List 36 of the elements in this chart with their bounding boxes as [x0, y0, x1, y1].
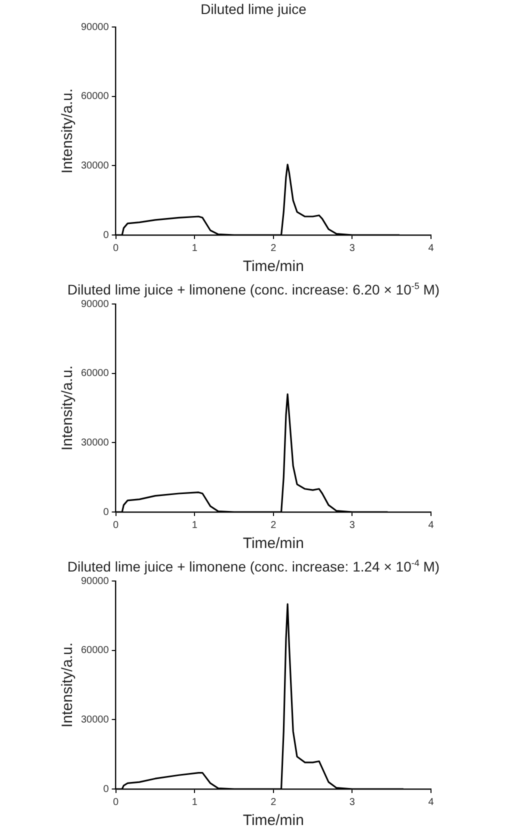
- y-tick-label: 90000: [80, 298, 110, 310]
- x-tick-label: 1: [192, 520, 198, 531]
- y-tick-label: 0: [103, 506, 110, 518]
- chart-title: Diluted lime juice: [200, 0, 308, 18]
- y-tick-label: 60000: [80, 645, 110, 656]
- chart-title: Diluted lime juice + limonene (conc. increase: 6.20 × 10$^{-5}$ M): [66, 280, 441, 298]
- x-axis-title: Time/min: [242, 258, 304, 276]
- y-tick-label: 30000: [80, 714, 110, 726]
- x-axis-title: Time/min: [242, 535, 304, 552]
- y-tick-label: 90000: [80, 576, 110, 587]
- y-tick-label: 60000: [80, 368, 110, 380]
- y-tick-label: 30000: [80, 437, 110, 448]
- x-tick-label: 1: [192, 796, 198, 808]
- x-tick-label: 3: [349, 520, 356, 531]
- x-tick-label: 3: [349, 796, 356, 808]
- x-tick-label: 4: [428, 242, 434, 254]
- x-axis-title: Time/min: [242, 812, 304, 830]
- x-tick-label: 1: [192, 242, 198, 254]
- y-tick-label: 0: [103, 230, 110, 241]
- y-axis-title: Intensity/a.u.: [59, 88, 76, 174]
- x-tick-label: 4: [428, 520, 434, 531]
- chart-title: Diluted lime juice + limonene (conc. increase: 1.24 × 10$^{-4}$ M): [66, 557, 441, 575]
- x-tick-label: 2: [270, 242, 277, 254]
- y-tick-label: 60000: [80, 91, 110, 102]
- x-tick-label: 0: [113, 520, 120, 531]
- x-tick-label: 3: [349, 242, 356, 254]
- x-tick-label: 4: [428, 796, 434, 808]
- y-axis-title: Intensity/a.u.: [59, 642, 76, 728]
- y-tick-label: 90000: [80, 22, 110, 33]
- x-tick-label: 2: [270, 520, 277, 531]
- y-axis-title: Intensity/a.u.: [59, 365, 76, 451]
- x-tick-label: 2: [270, 796, 277, 808]
- x-tick-label: 0: [113, 242, 120, 254]
- y-tick-label: 0: [103, 784, 110, 795]
- y-tick-label: 30000: [80, 160, 110, 172]
- x-tick-label: 0: [113, 796, 120, 808]
